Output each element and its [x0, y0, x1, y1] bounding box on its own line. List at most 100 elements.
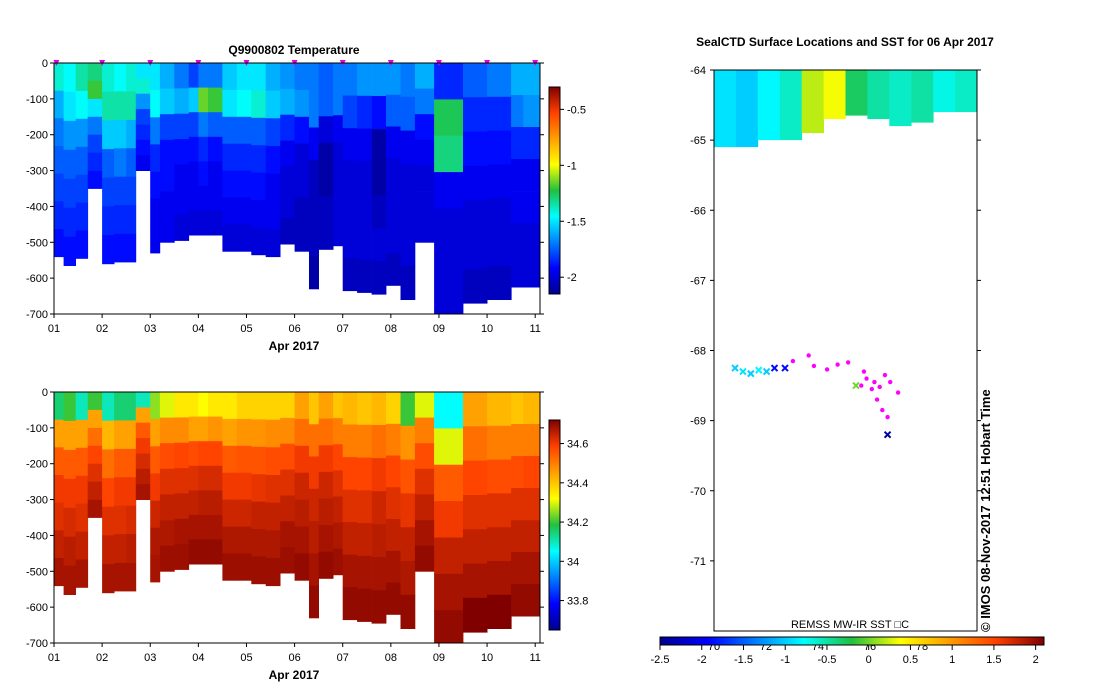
- data-cell: [342, 392, 358, 425]
- data-cell: [174, 164, 190, 191]
- data-cell: [208, 441, 223, 467]
- data-cell: [126, 205, 137, 234]
- data-cell: [309, 159, 319, 193]
- data-cell: [357, 588, 372, 622]
- data-cell: [294, 392, 310, 420]
- data-cell: [400, 459, 416, 494]
- data-cell: [87, 63, 103, 82]
- data-cell: [371, 491, 387, 525]
- data-cell: [342, 522, 358, 555]
- data-cell: [342, 587, 358, 621]
- data-cell: [75, 202, 89, 231]
- data-cell: [357, 424, 372, 458]
- data-cell: [135, 124, 151, 141]
- data-cell: [294, 526, 310, 554]
- data-cell: [294, 143, 310, 171]
- data-cell: [342, 63, 358, 96]
- data-cell: [463, 563, 488, 599]
- data-cell: [188, 63, 199, 88]
- data-cell: [222, 392, 238, 420]
- data-cell: [208, 490, 223, 516]
- y-tick-label: -600: [26, 273, 48, 285]
- data-cell: [174, 544, 190, 570]
- sst-cell: [714, 70, 737, 148]
- data-cell: [174, 63, 190, 89]
- data-cell: [400, 265, 416, 300]
- map-latitude-axis: -64 -65 -66 -67 -68 -69 -70 -71: [690, 65, 981, 568]
- data-cell: [63, 91, 76, 122]
- data-cell: [114, 91, 127, 121]
- data-cell: [414, 494, 435, 521]
- data-cell: [208, 136, 223, 162]
- data-cell: [251, 145, 267, 173]
- data-cell: [135, 139, 151, 156]
- data-cell: [434, 610, 464, 644]
- colorbar-tick-label: -1: [567, 160, 577, 172]
- data-cell: [126, 392, 137, 421]
- data-cell: [114, 477, 127, 507]
- data-cell: [75, 475, 89, 505]
- data-cell: [434, 392, 464, 429]
- x-tick-label: 07: [337, 323, 349, 335]
- data-cell: [54, 475, 64, 504]
- data-cell: [333, 193, 344, 221]
- data-cell: [208, 87, 223, 113]
- map-frame: [713, 69, 978, 632]
- data-cell: [75, 174, 89, 203]
- data-cell: [414, 63, 435, 89]
- data-cell: [511, 584, 524, 617]
- data-cell: [371, 195, 387, 229]
- x-tick-label: 09: [433, 323, 445, 335]
- lat-tick-label: -64: [690, 65, 706, 77]
- data-cell: [357, 161, 372, 195]
- data-cell: [511, 424, 524, 457]
- data-cell: [75, 63, 89, 92]
- data-cell: [159, 520, 175, 547]
- data-cell: [294, 472, 310, 500]
- data-cell: [333, 219, 344, 247]
- data-cell: [150, 171, 161, 200]
- data-cell: [174, 215, 190, 241]
- data-cell: [333, 444, 344, 471]
- data-cell: [294, 224, 310, 252]
- colorbar-tick-label: 33.8: [567, 596, 588, 608]
- seal-location-marker: [869, 386, 874, 392]
- data-cell: [63, 149, 76, 180]
- data-cell: [174, 189, 190, 216]
- data-cell: [463, 426, 488, 461]
- data-cell: [114, 505, 127, 535]
- data-cell: [102, 149, 115, 179]
- data-cell: [487, 561, 512, 596]
- data-cell: [487, 96, 512, 131]
- data-cell: [75, 90, 89, 120]
- data-cell: [386, 190, 401, 223]
- data-cell: [434, 428, 464, 466]
- data-cell: [309, 456, 319, 490]
- data-cell: [188, 87, 199, 113]
- data-cell: [342, 160, 358, 194]
- y-tick-label: 0: [42, 387, 48, 399]
- x-tick-label: 04: [192, 652, 204, 664]
- data-cell: [102, 392, 115, 422]
- data-cell: [236, 392, 252, 420]
- sst-colorbar-tick-label: 0.5: [903, 654, 918, 666]
- y-tick-label: -700: [26, 638, 48, 650]
- data-cell: [434, 208, 464, 246]
- data-cell: [318, 498, 334, 526]
- temperature-x-axis: 01 02 03 04 05 06 07 08 09 10 11: [48, 314, 541, 335]
- data-cell: [54, 229, 64, 258]
- data-cell: [87, 98, 103, 118]
- data-cell: [174, 442, 190, 469]
- data-cell: [114, 176, 127, 206]
- data-cell: [386, 126, 401, 159]
- data-cell: [386, 221, 401, 254]
- data-cell: [135, 392, 151, 408]
- data-cell: [102, 63, 115, 93]
- data-cell: [265, 447, 281, 476]
- data-cell: [342, 193, 358, 226]
- data-cell: [357, 490, 372, 524]
- data-cell: [251, 172, 267, 201]
- data-cell: [126, 534, 137, 563]
- y-tick-label: -200: [26, 459, 48, 471]
